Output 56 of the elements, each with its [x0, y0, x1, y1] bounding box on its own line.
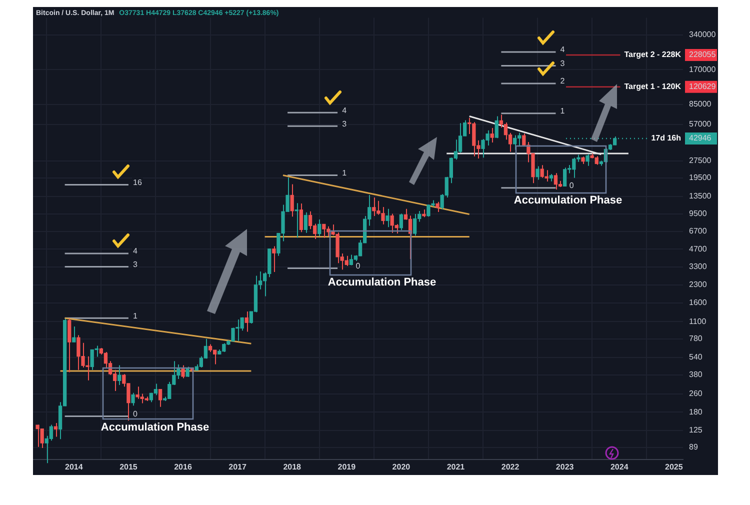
- y-tick-label: 228055: [689, 50, 716, 60]
- y-tick-label: 2300: [689, 280, 708, 290]
- annotation: 0: [569, 181, 574, 190]
- y-tick-label: 27500: [689, 156, 712, 165]
- annotation: 2: [560, 76, 566, 86]
- annotation: 3: [133, 260, 138, 269]
- y-tick-label: 1100: [689, 316, 707, 326]
- annotation: 4: [133, 246, 138, 256]
- annotation: Accumulation Phase: [514, 194, 622, 207]
- y-tick-label: 89: [689, 442, 698, 452]
- annotation: 3: [560, 58, 566, 68]
- annotation: 3: [342, 119, 348, 128]
- x-tick-label: 2014: [65, 462, 84, 472]
- y-tick-label: 120629: [689, 82, 716, 92]
- y-tick-label: 19500: [689, 173, 712, 182]
- y-tick-label: 6700: [689, 226, 708, 236]
- y-tick-label: 180: [689, 407, 703, 416]
- y-tick-label: 170000: [689, 64, 716, 74]
- y-tick-label: 380: [689, 370, 703, 380]
- x-tick-label: 2016: [174, 462, 192, 472]
- annotation: 4: [342, 106, 348, 115]
- annotation: 0: [133, 409, 138, 418]
- y-tick-label: 9500: [689, 209, 708, 218]
- x-tick-label: 2023: [556, 462, 574, 472]
- x-tick-label: 2015: [120, 462, 138, 472]
- x-tick-label: 2017: [228, 462, 247, 472]
- y-tick-label: 260: [689, 389, 703, 398]
- y-tick-label: 780: [689, 334, 703, 344]
- x-tick-label: 2022: [501, 462, 520, 472]
- x-tick-label: 2020: [392, 462, 411, 472]
- annotation: 4: [560, 45, 566, 54]
- y-tick-label: 42946: [689, 134, 712, 143]
- annotation: 16: [133, 178, 142, 188]
- y-tick-label: 4700: [689, 244, 708, 254]
- annotation: Accumulation Phase: [328, 276, 436, 289]
- y-tick-label: 125: [689, 426, 703, 435]
- annotation: 1: [342, 168, 348, 178]
- x-tick-label: 2019: [338, 462, 356, 472]
- annotation: 1: [133, 311, 138, 320]
- y-tick-label: 57000: [689, 120, 712, 129]
- x-tick-label: 2025: [665, 462, 684, 472]
- ref-line-label: Target 2 - 228K: [624, 50, 682, 60]
- y-tick-label: 540: [689, 352, 703, 362]
- annotation: 0: [356, 262, 361, 271]
- ref-line-label: 17d 16h: [651, 134, 682, 143]
- y-tick-label: 340000: [689, 30, 716, 40]
- annotation: 1: [560, 106, 566, 116]
- y-tick-label: 85000: [689, 100, 712, 109]
- x-tick-label: 2018: [283, 462, 302, 472]
- y-tick-label: 3300: [689, 262, 708, 271]
- y-tick-label: 1600: [689, 298, 708, 308]
- ref-line-label: Target 1 - 120K: [624, 82, 682, 92]
- x-tick-label: 2021: [446, 462, 466, 472]
- y-tick-label: 13500: [689, 192, 712, 201]
- annotation: Accumulation Phase: [100, 422, 210, 434]
- x-tick-label: 2024: [610, 462, 629, 472]
